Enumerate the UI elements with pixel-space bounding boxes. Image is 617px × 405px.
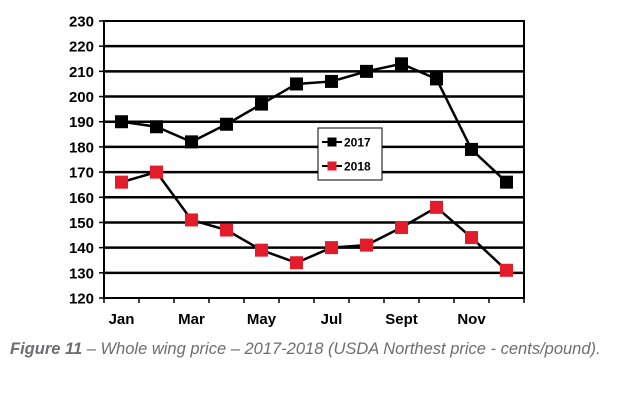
figure-label: Figure 11 <box>10 340 83 358</box>
data-point-2017-sept <box>395 57 408 71</box>
legend-item-2017: 2017 <box>322 136 371 150</box>
data-point-2018-oct <box>430 200 443 214</box>
data-point-2018-feb <box>150 165 163 179</box>
data-point-2017-feb <box>150 120 163 134</box>
legend-marker-2017 <box>327 137 337 147</box>
x-tick-label-mar: Mar <box>178 311 205 328</box>
data-point-2018-jul <box>325 241 338 255</box>
data-point-2017-may <box>255 97 268 111</box>
data-point-2017-jul <box>325 74 338 88</box>
gridlines <box>99 20 524 299</box>
data-point-2018-sept <box>395 220 408 234</box>
data-point-2018-dec <box>500 263 513 277</box>
y-tick-label-150: 150 <box>69 215 94 232</box>
y-tick-label-160: 160 <box>69 190 94 207</box>
legend: 2017 2018 <box>317 127 383 181</box>
x-axis-tick-labels: Jan Mar May Jul Sept Nov <box>109 311 487 328</box>
data-point-2017-jun <box>290 77 303 91</box>
series-line-2017 <box>121 62 508 184</box>
series-2017 <box>115 57 513 189</box>
y-tick-label-220: 220 <box>69 39 94 56</box>
data-point-2017-jan <box>115 115 128 129</box>
x-axis-ticks <box>103 298 525 303</box>
line-chart: 120 130 140 150 160 170 180 190 200 210 220 230 Jan… <box>69 14 525 328</box>
y-tick-label-200: 200 <box>69 89 94 106</box>
y-tick-label-190: 190 <box>69 114 94 131</box>
data-point-2018-jun <box>290 256 303 270</box>
y-tick-label-210: 210 <box>69 64 94 81</box>
data-point-2018-apr <box>220 223 233 237</box>
data-point-2017-dec <box>500 175 513 189</box>
x-tick-label-jul: Jul <box>321 311 343 328</box>
data-point-2017-nov <box>465 142 478 156</box>
data-point-2017-aug <box>360 64 373 78</box>
y-tick-label-120: 120 <box>69 291 94 308</box>
y-tick-label-140: 140 <box>69 240 94 257</box>
y-axis-tick-labels: 120 130 140 150 160 170 180 190 200 210 220 230 <box>69 14 94 308</box>
figure-caption: Figure 11 – Whole wing price – 2017-2018… <box>10 338 610 360</box>
x-tick-label-nov: Nov <box>457 311 486 328</box>
series-2018 <box>115 165 513 277</box>
y-tick-label-130: 130 <box>69 265 94 282</box>
legend-items: 2017 2018 <box>322 136 371 174</box>
x-tick-label-may: May <box>247 311 277 328</box>
data-point-2017-oct <box>430 72 443 86</box>
data-point-2018-aug <box>360 238 373 252</box>
data-point-2018-nov <box>465 231 478 245</box>
legend-box <box>317 127 383 181</box>
legend-item-2018: 2018 <box>322 160 371 174</box>
data-point-2018-jan <box>115 175 128 189</box>
y-tick-label-180: 180 <box>69 139 94 156</box>
figure-caption-text: – Whole wing price – 2017-2018 (USDA Nor… <box>82 340 601 358</box>
data-point-2018-mar <box>185 213 198 227</box>
series-line-2018 <box>121 170 508 272</box>
y-tick-label-230: 230 <box>69 14 94 31</box>
x-tick-label-jan: Jan <box>109 311 135 328</box>
data-point-2017-mar <box>185 135 198 149</box>
series-layer <box>115 57 513 277</box>
data-point-2017-apr <box>220 117 233 131</box>
legend-marker-2018 <box>327 161 337 171</box>
y-tick-label-170: 170 <box>69 165 94 182</box>
x-tick-label-sept: Sept <box>385 311 418 328</box>
legend-label-2017: 2017 <box>344 136 371 150</box>
legend-label-2018: 2018 <box>344 160 371 174</box>
data-point-2018-may <box>255 243 268 257</box>
